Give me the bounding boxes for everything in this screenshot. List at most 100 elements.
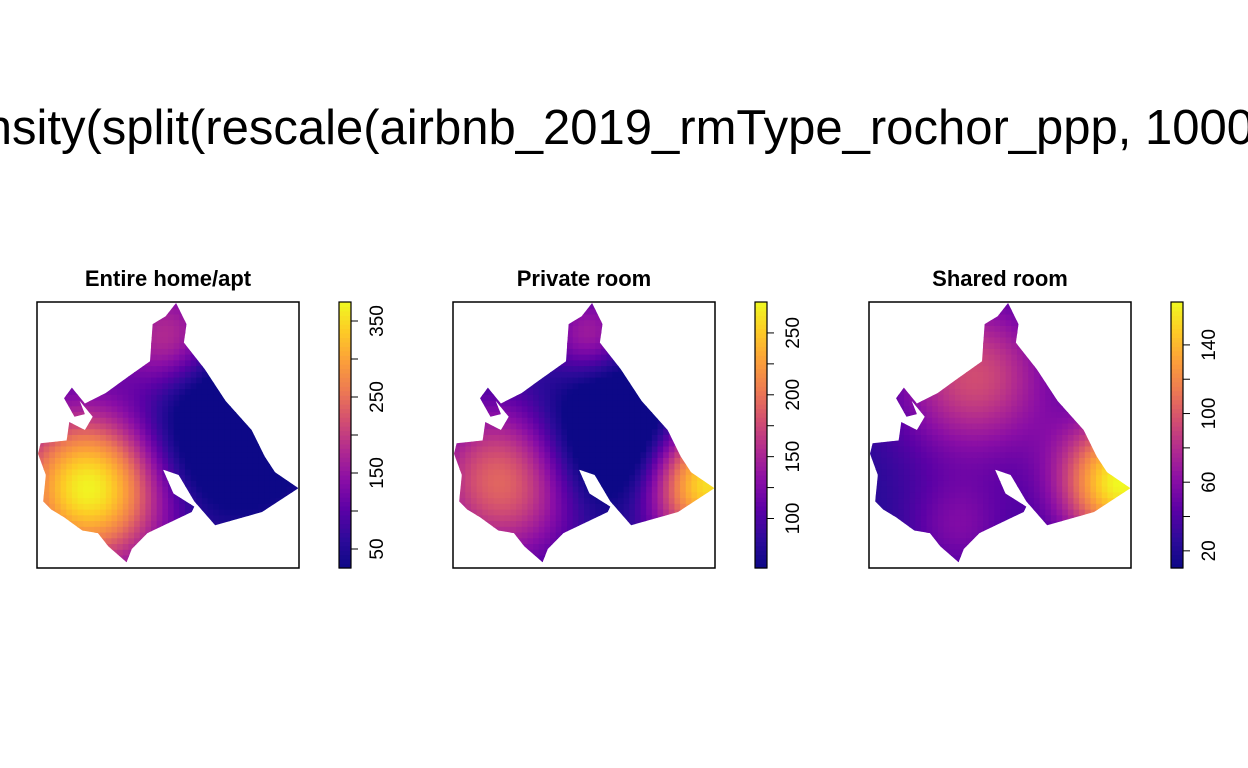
heatmap-cell (499, 314, 506, 321)
heatmap-cell (697, 515, 704, 522)
heatmap-cell (634, 320, 642, 327)
heatmap-cell (111, 555, 118, 562)
heatmap-cell (1022, 325, 1029, 333)
heatmap-cell (527, 389, 534, 396)
heatmap-cell (151, 503, 158, 511)
heatmap-cell (595, 538, 602, 545)
heatmap-cell (629, 549, 636, 557)
heatmap-cell (1113, 325, 1120, 333)
heatmap-cell (567, 469, 574, 476)
heatmap-cell (94, 383, 101, 390)
heatmap-cell (538, 521, 545, 528)
heatmap-cell (122, 394, 129, 402)
heatmap-cell (83, 303, 90, 310)
heatmap-cell (674, 457, 681, 465)
heatmap-cell (252, 475, 259, 482)
heatmap-cell (173, 480, 180, 488)
heatmap-cell (218, 371, 226, 379)
colorbar-step (339, 355, 351, 361)
heatmap-cell (646, 348, 653, 356)
heatmap-cell (60, 555, 67, 562)
heatmap-cell (60, 561, 67, 563)
heatmap-cell (134, 331, 141, 338)
heatmap-cell (589, 389, 596, 396)
heatmap-cell (674, 486, 681, 493)
heatmap-cell (43, 343, 50, 350)
heatmap-cell (651, 475, 658, 482)
heatmap-cell (685, 503, 692, 511)
heatmap-cell (247, 440, 254, 448)
heatmap-cell (213, 480, 220, 488)
heatmap-cell (156, 515, 163, 522)
heatmap-cell (988, 348, 995, 356)
heatmap-cell (465, 371, 472, 379)
heatmap-cell (504, 360, 512, 367)
heatmap-cell (499, 423, 506, 430)
heatmap-cell (702, 343, 709, 350)
heatmap-cell (697, 337, 704, 344)
heatmap-cell (224, 429, 231, 436)
heatmap-cell (60, 446, 67, 453)
heatmap-cell (54, 429, 62, 436)
heatmap-cell (606, 303, 613, 310)
heatmap-cell (504, 303, 512, 310)
colorbar-step (755, 302, 767, 308)
heatmap-cell (134, 435, 141, 442)
heatmap-cell (476, 498, 483, 505)
heatmap-cell (646, 469, 653, 476)
heatmap-cell (292, 492, 298, 499)
heatmap-cell (105, 480, 112, 488)
heatmap-cell (111, 446, 118, 453)
heatmap-cell (230, 509, 237, 516)
heatmap-cell (264, 412, 271, 419)
heatmap-cell (640, 303, 647, 310)
heatmap-cell (960, 337, 967, 344)
heatmap-cell (499, 492, 506, 499)
heatmap-cell (235, 325, 242, 333)
heatmap-cell (213, 325, 220, 333)
heatmap-cell (1118, 360, 1125, 367)
heatmap-cell (521, 544, 528, 551)
heatmap-cell (83, 521, 90, 528)
heatmap-cell (538, 515, 545, 522)
heatmap-cell (1050, 314, 1058, 321)
heatmap-cell (977, 320, 984, 327)
heatmap-cell (105, 509, 112, 516)
heatmap-cell (122, 303, 129, 310)
heatmap-cell (651, 400, 658, 407)
heatmap-cell (538, 320, 545, 327)
heatmap-cell (482, 492, 489, 499)
heatmap-cell (617, 412, 625, 419)
heatmap-cell (224, 515, 231, 522)
heatmap-cell (264, 446, 271, 453)
heatmap-cell (111, 343, 118, 350)
heatmap-cell (292, 521, 298, 528)
heatmap-cell (920, 320, 928, 327)
heatmap-cell (521, 526, 528, 534)
heatmap-cell (708, 303, 714, 310)
heatmap-cell (77, 457, 84, 465)
heatmap-cell (691, 423, 698, 430)
heatmap-cell (595, 509, 602, 516)
heatmap-cell (584, 360, 591, 367)
heatmap-cell (207, 555, 214, 562)
heatmap-cell (38, 331, 45, 338)
heatmap-cell (657, 498, 664, 505)
heatmap-cell (640, 498, 647, 505)
colorbar-step (755, 408, 767, 414)
heatmap-cell (94, 389, 101, 396)
heatmap-cell (476, 457, 483, 465)
heatmap-cell (156, 377, 163, 384)
heatmap-cell (264, 492, 271, 499)
heatmap-cell (1073, 343, 1080, 350)
heatmap-cell (668, 394, 675, 402)
heatmap-cell (1028, 325, 1035, 333)
heatmap-cell (190, 435, 197, 442)
heatmap-cell (38, 348, 45, 356)
heatmap-cell (213, 503, 220, 511)
heatmap-cell (584, 515, 591, 522)
heatmap-cell (88, 469, 96, 476)
heatmap-cell (258, 337, 265, 344)
heatmap-cell (235, 463, 242, 470)
heatmap-cell (218, 561, 226, 563)
